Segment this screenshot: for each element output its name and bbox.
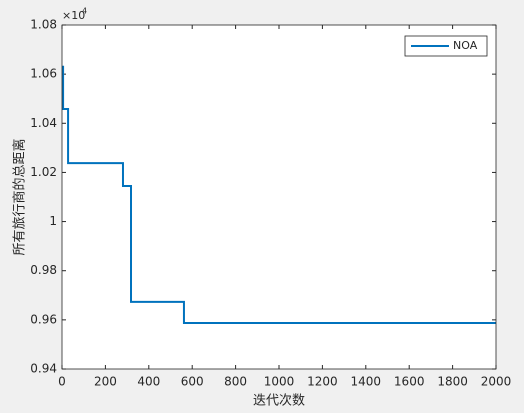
x-tick-label: 1000: [264, 375, 295, 389]
line-series: [62, 65, 496, 325]
x-tick-label: 800: [224, 375, 247, 389]
x-tick-label: 2000: [481, 375, 512, 389]
y-tick-label: 0.96: [30, 312, 57, 326]
x-tick-label: 200: [94, 375, 117, 389]
x-tick-label: 600: [181, 375, 204, 389]
y-tick-label: 1: [49, 214, 57, 228]
y-tick-label: 1.02: [30, 165, 57, 179]
y-axis-label: 所有旅行商的总距离: [12, 138, 28, 255]
axes-box: [61, 24, 497, 370]
x-axis-label: 迭代次数: [253, 393, 305, 409]
y-scale-label: ×10: [62, 9, 85, 22]
y-tick-label: 0.94: [30, 362, 57, 376]
plot-area: [62, 25, 496, 369]
x-tick-label: 1800: [437, 375, 468, 389]
y-tick-label: 1.04: [30, 116, 57, 130]
y-scale-exponent: 4: [82, 7, 87, 16]
x-tick-label: 0: [58, 375, 66, 389]
legend-label: NOA: [453, 39, 478, 52]
x-tick-label: 400: [137, 375, 160, 389]
x-tick-label: 1400: [351, 375, 382, 389]
x-tick-label: 1200: [307, 375, 338, 389]
y-tick-label: 1.08: [30, 18, 57, 32]
y-tick-label: 1.06: [30, 67, 57, 81]
x-tick-label: 1600: [394, 375, 425, 389]
y-tick-label: 0.98: [30, 263, 57, 277]
